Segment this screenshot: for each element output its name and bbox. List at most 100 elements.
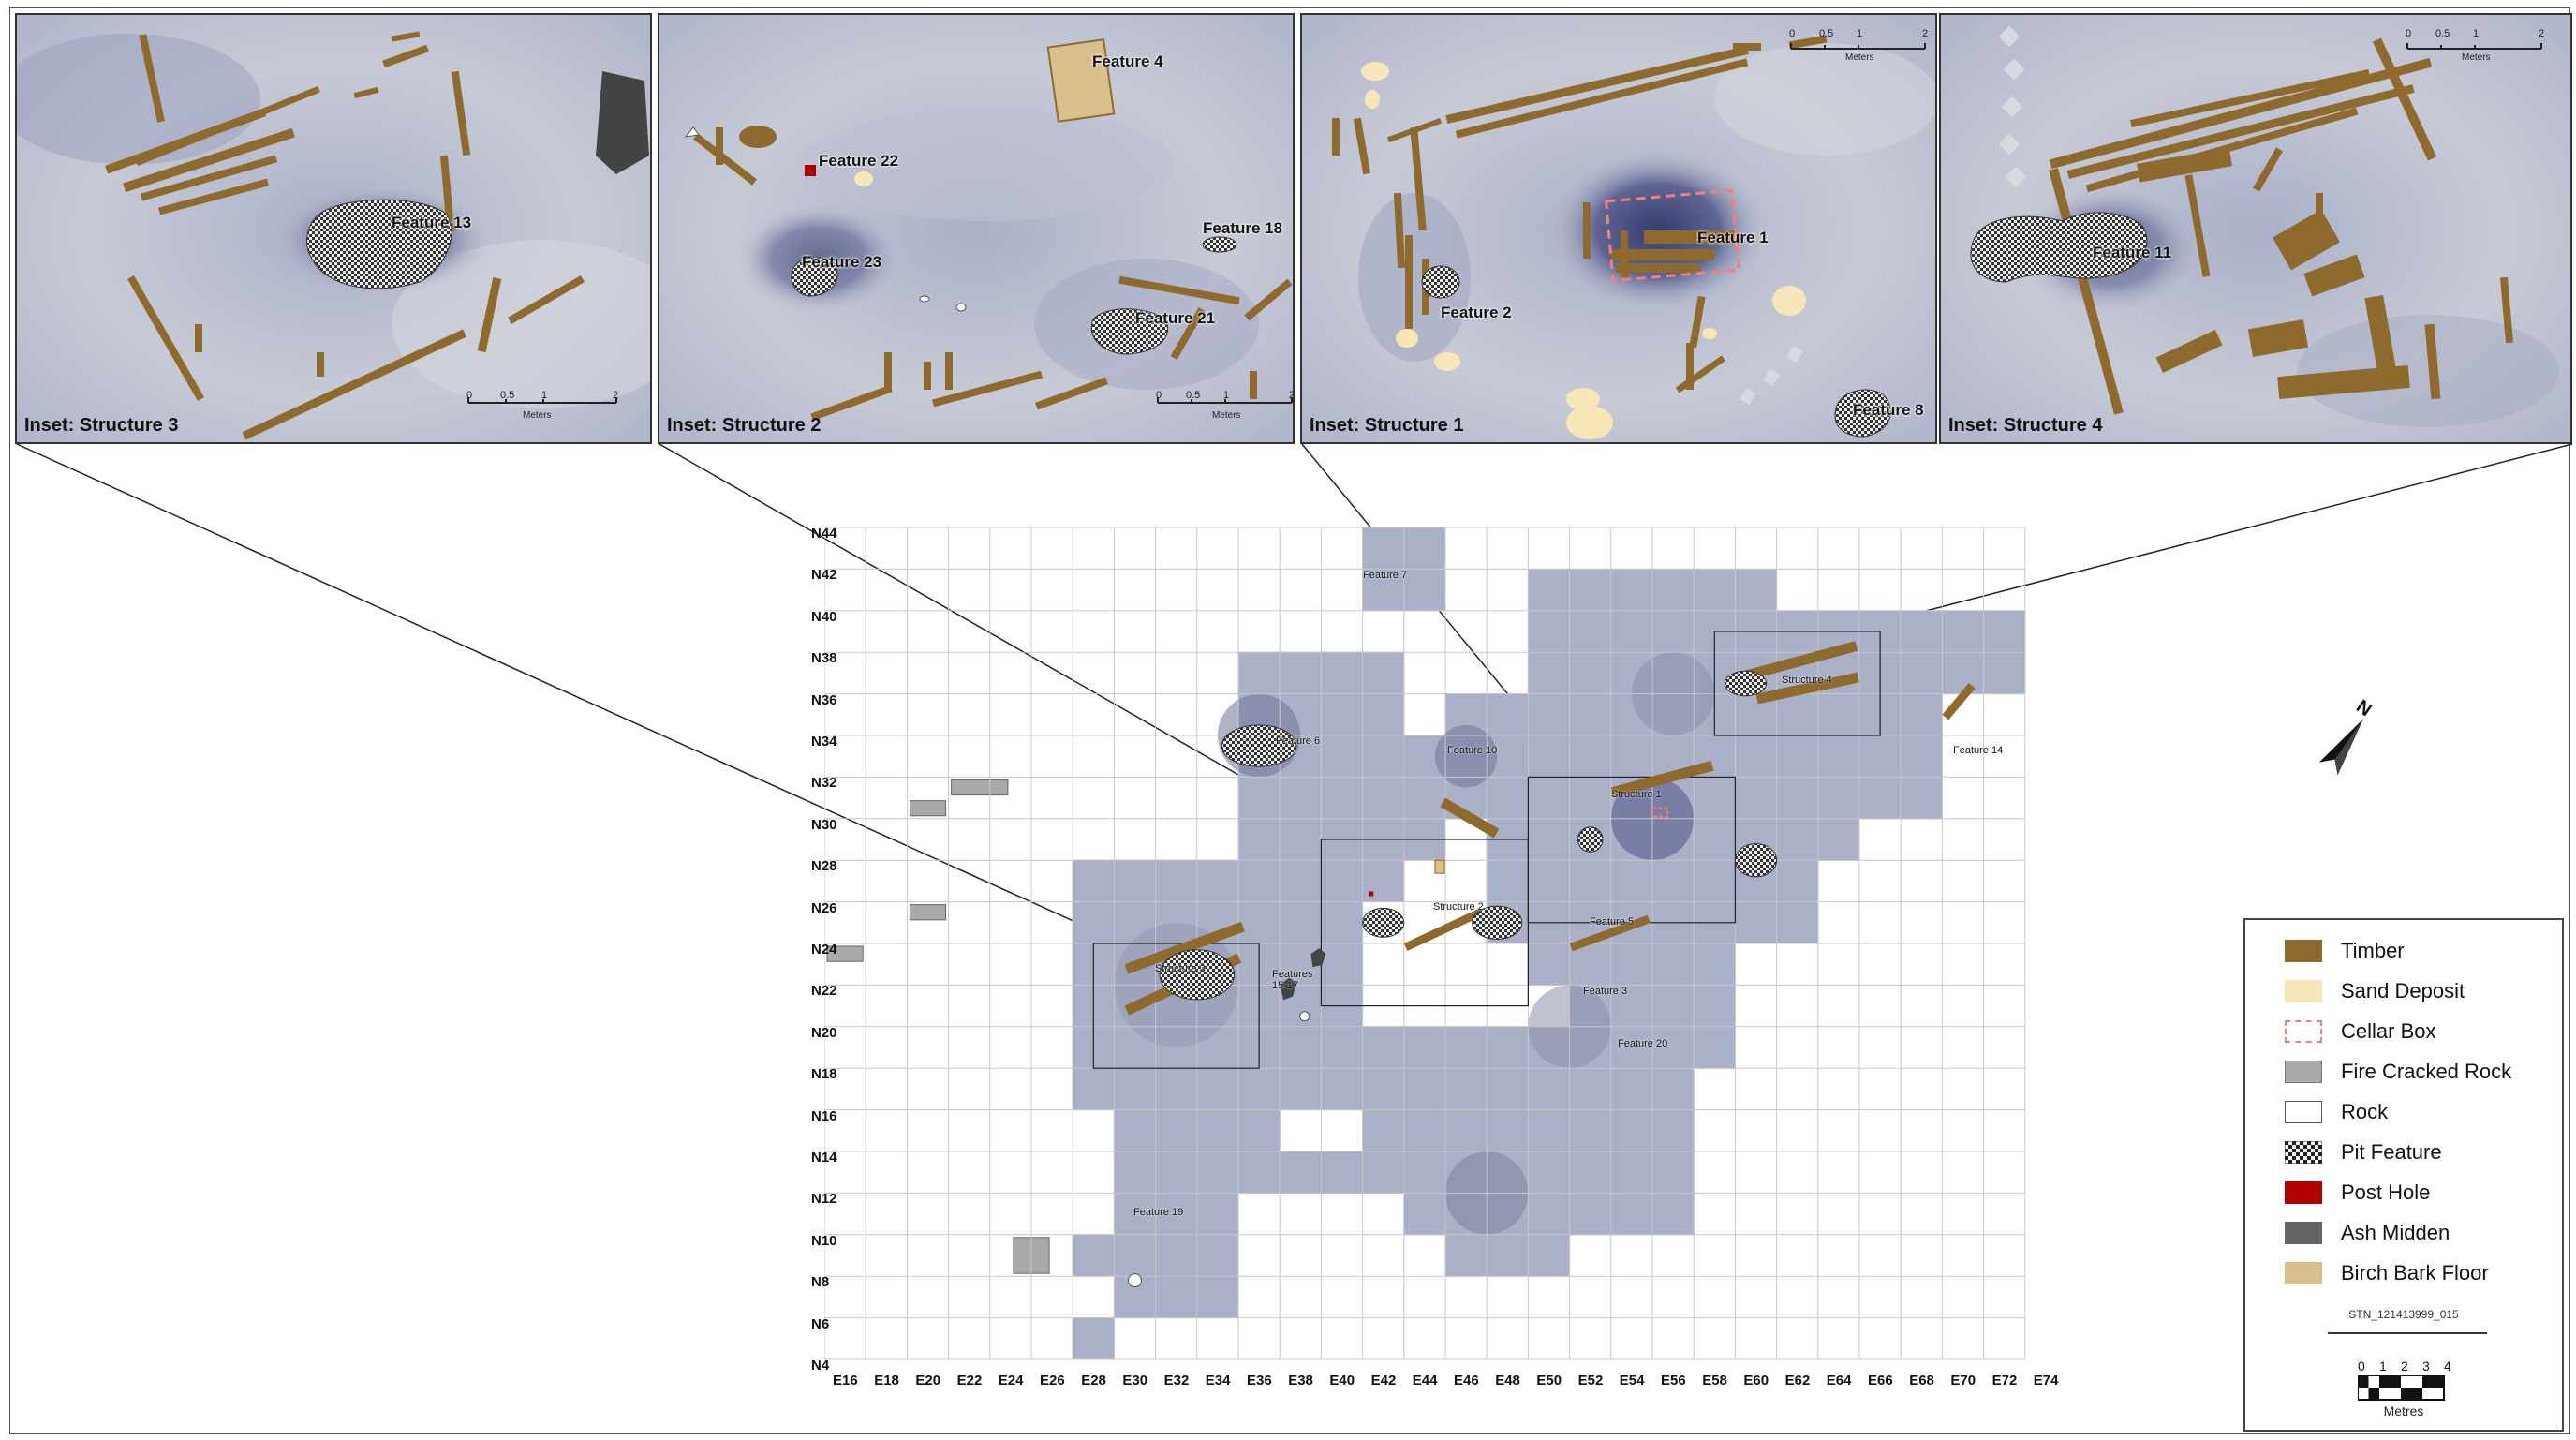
easting-label: E38	[1288, 1373, 1313, 1388]
easting-label: E32	[1163, 1373, 1190, 1388]
pit-feature	[1472, 905, 1523, 940]
timbers	[2049, 37, 2514, 415]
inset-structure-1-map	[1302, 15, 1935, 442]
inset-scalebar: 0 0.5 1 2 Meters	[466, 390, 619, 421]
fire-cracked-rock-swatch	[2285, 1061, 2322, 1083]
fire-cracked-rock	[1740, 345, 1803, 406]
excavation-unit	[1072, 1317, 1115, 1360]
post-hole	[805, 165, 816, 176]
inset-title: Inset: Structure 4	[1948, 415, 2103, 436]
easting-label: E58	[1702, 1373, 1727, 1388]
easting-label: E74	[2033, 1373, 2059, 1388]
feature-10-map-label: Feature 10	[1447, 745, 1498, 756]
pit-feature-13	[306, 199, 452, 289]
inset-structure-1: Feature 1 Feature 2 Feature 8 0 0.5 1 2 …	[1300, 13, 1937, 444]
birch-bark-floor	[1046, 38, 1116, 123]
post-hole	[1369, 891, 1374, 897]
sand-deposits	[1361, 62, 1806, 439]
ash-midden	[1280, 977, 1297, 1001]
excavation-unit	[1320, 1151, 1364, 1194]
feature-4-label: Feature 4	[1092, 52, 1163, 70]
easting-label: E46	[1454, 1373, 1479, 1388]
map-timbers	[1124, 641, 1976, 1016]
feature-1-label: Feature 1	[1697, 229, 1769, 246]
easting-label: E36	[1247, 1373, 1272, 1388]
fire-cracked-rock	[1998, 25, 2027, 188]
ash-midden-swatch	[2285, 1222, 2322, 1244]
northing-label: N42	[811, 567, 837, 584]
easting-label: E62	[1784, 1373, 1811, 1388]
sand-deposit	[854, 171, 873, 186]
pit-feature	[1421, 265, 1460, 299]
feature-22-label: Feature 22	[819, 152, 899, 170]
northing-label: N26	[811, 899, 837, 916]
inset-scalebar: 0 0.5 1 2 Meters	[1156, 390, 1295, 421]
rock-swatch	[2285, 1101, 2322, 1123]
features-15-17-map-label: Features 15-17	[1272, 969, 1313, 991]
northing-label: N18	[811, 1066, 837, 1083]
feature-3-map-label: Feature 3	[1583, 986, 1628, 997]
northing-label: N12	[811, 1191, 837, 1208]
feature-21-label: Feature 21	[1135, 309, 1216, 327]
inset-scalebar: 0 0.5 1 2 Meters	[1789, 28, 1929, 63]
inset-structure-4: Feature 11 0 0.5 1 2 Meters Inset: Struc…	[1939, 13, 2572, 444]
excavation-unit	[1072, 1234, 1115, 1277]
easting-label: E52	[1577, 1373, 1604, 1388]
feature-18-label: Feature 18	[1203, 219, 1283, 237]
northing-label: N30	[811, 816, 837, 833]
cellar-box	[1604, 188, 1741, 283]
easting-label: E48	[1495, 1373, 1520, 1388]
post-hole-swatch	[2285, 1181, 2322, 1204]
feature-7-map-label: Feature 7	[1363, 570, 1408, 581]
inset-title: Inset: Structure 3	[24, 415, 179, 436]
fire-cracked-rock-unit	[826, 945, 864, 962]
easting-label: E26	[1040, 1373, 1065, 1388]
legend-item-rock: Rock	[2285, 1098, 2388, 1126]
northing-label: N4	[811, 1358, 830, 1373]
fire-cracked-rock-unit	[909, 904, 947, 921]
pit-feature-21	[1090, 308, 1168, 355]
rock	[1128, 1273, 1142, 1288]
northing-label: N38	[811, 650, 837, 667]
easting-label: E18	[874, 1373, 899, 1388]
birch-bark-floor-swatch	[2285, 1262, 2322, 1284]
feature-20-map-label: Feature 20	[1618, 1038, 1668, 1049]
pit-feature-11	[1970, 212, 2148, 283]
easting-label: E24	[998, 1373, 1024, 1388]
sand-deposit-swatch	[2285, 980, 2322, 1002]
timber	[1735, 641, 1858, 684]
northing-label: N6	[811, 1315, 830, 1332]
easting-label: E66	[1868, 1373, 1893, 1388]
timber	[1755, 672, 1859, 705]
legend-item-birch-bark-floor: Birch Bark Floor	[2285, 1259, 2489, 1287]
legend-item-pit-feature: Pit Feature	[2285, 1138, 2442, 1166]
easting-label: E16	[833, 1373, 858, 1388]
legend-item-sand-deposit: Sand Deposit	[2285, 977, 2465, 1005]
legend-item-fire-cracked-rock: Fire Cracked Rock	[2285, 1058, 2511, 1086]
easting-label: E64	[1826, 1373, 1852, 1388]
timbers	[1332, 35, 1828, 393]
easting-label: E50	[1536, 1373, 1562, 1388]
legend-item-post-hole: Post Hole	[2285, 1179, 2430, 1207]
easting-label: E72	[1991, 1373, 2018, 1388]
timber	[1569, 914, 1651, 952]
structure-4-map-label: Structure 4	[1782, 675, 1832, 686]
pit-feature	[1734, 843, 1778, 878]
northing-label: N28	[811, 858, 837, 875]
easting-label: E68	[1909, 1373, 1934, 1388]
rock	[1299, 1011, 1310, 1022]
timber-swatch	[2285, 940, 2322, 962]
feature-23-label: Feature 23	[802, 253, 882, 271]
timber	[1440, 797, 1500, 839]
northing-label: N14	[811, 1150, 837, 1165]
pit-feature	[1724, 670, 1768, 697]
timber	[1942, 682, 1976, 720]
pit-feature	[1159, 949, 1236, 1001]
northing-label: N40	[811, 608, 837, 625]
feature-8-label: Feature 8	[1853, 401, 1924, 419]
cellar-box	[1651, 807, 1668, 818]
easting-label: E22	[956, 1373, 983, 1388]
northing-label: N22	[811, 983, 837, 1000]
legend-item-ash-midden: Ash Midden	[2285, 1219, 2450, 1247]
legend-item-cellar-box: Cellar Box	[2285, 1017, 2435, 1046]
